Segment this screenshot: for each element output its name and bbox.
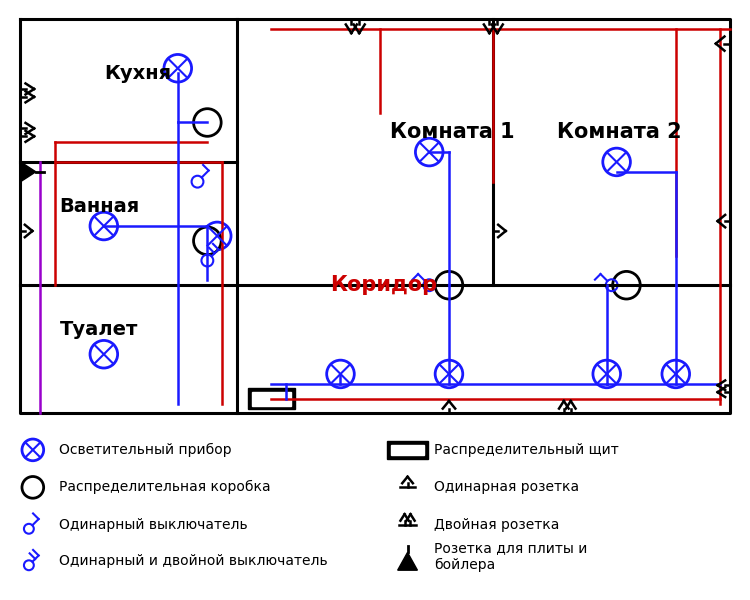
Text: Туалет: Туалет	[59, 320, 138, 339]
Text: Осветительный прибор: Осветительный прибор	[59, 443, 232, 457]
Circle shape	[613, 271, 640, 299]
Text: Кухня: Кухня	[104, 64, 171, 83]
Text: Коридор: Коридор	[331, 275, 438, 295]
Text: Распределительный щит: Распределительный щит	[434, 443, 619, 457]
Polygon shape	[398, 553, 418, 570]
Text: Двойная розетка: Двойная розетка	[434, 518, 560, 532]
Circle shape	[194, 227, 221, 254]
Text: Одинарная розетка: Одинарная розетка	[434, 481, 579, 494]
Bar	[252, 392, 291, 406]
Text: Ванная: Ванная	[59, 197, 140, 216]
Text: Одинарный выключатель: Одинарный выключатель	[59, 518, 248, 532]
Text: Комната 2: Комната 2	[557, 122, 682, 142]
Bar	[387, 441, 428, 459]
Bar	[391, 445, 424, 455]
Text: Комната 1: Комната 1	[390, 122, 514, 142]
Text: Розетка для плиты и
бойлера: Розетка для плиты и бойлера	[434, 541, 587, 572]
Circle shape	[194, 109, 221, 136]
Bar	[248, 388, 295, 409]
Circle shape	[22, 476, 44, 498]
Circle shape	[435, 271, 463, 299]
Polygon shape	[20, 161, 36, 182]
Text: Распределительная коробка: Распределительная коробка	[59, 481, 271, 494]
Text: Одинарный и двойной выключатель: Одинарный и двойной выключатель	[59, 554, 328, 568]
